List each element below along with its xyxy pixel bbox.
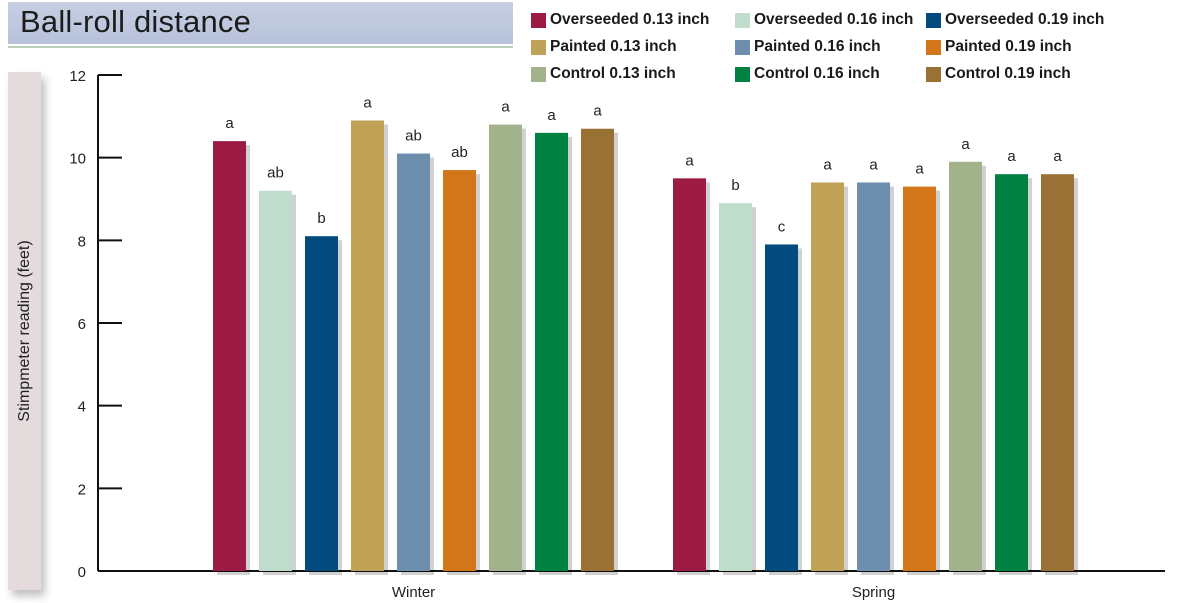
bar-label: a [363,94,372,111]
bar [673,178,706,572]
bar [259,190,292,571]
bar [489,124,522,571]
legend-label: Painted 0.13 inch [550,38,677,55]
bar [213,141,246,571]
legend-swatch [926,39,941,55]
legend-item: Control 0.13 inch [531,64,676,84]
legend-item: Painted 0.16 inch [735,37,881,57]
bar [949,161,982,572]
y-tick-label: 0 [78,564,86,581]
x-category-label: Winter [392,584,435,601]
y-tick-label: 2 [78,481,86,498]
legend-swatch [735,39,750,55]
bar-label: a [547,107,556,124]
legend-item: Overseeded 0.19 inch [926,10,1104,30]
bar [995,174,1028,571]
chart-title: Ball-roll distance [20,4,252,39]
title-rule [8,46,513,48]
y-tick-label: 8 [78,233,86,250]
legend-swatch [531,12,546,28]
legend-label: Control 0.13 inch [550,65,676,82]
legend-swatch [926,12,941,28]
bar-label: a [225,115,234,132]
legend-label: Control 0.16 inch [754,65,880,82]
ylabel-strip [8,72,41,590]
legend-label: Overseeded 0.19 inch [945,11,1105,28]
bar [535,132,568,571]
bar-label: a [593,103,602,120]
x-category-label: Spring [852,584,895,601]
bar [581,128,614,571]
bar [903,186,936,571]
bar-label: a [823,156,832,173]
legend-item: Control 0.19 inch [926,64,1071,84]
bar [857,182,890,571]
bar-label: a [869,156,878,173]
bar [397,153,430,572]
bar-label: ab [405,128,422,145]
legend-item: Painted 0.19 inch [926,37,1072,57]
legend-label: Overseeded 0.13 inch [550,11,710,28]
bar-label: b [731,177,739,194]
legend-label: Painted 0.16 inch [754,38,881,55]
bar-label: a [1053,148,1062,165]
legend-label: Control 0.19 inch [945,65,1071,82]
bar [811,182,844,571]
bar-label: b [317,210,325,227]
bar-label: a [915,161,924,178]
legend-swatch [531,66,546,82]
y-tick-label: 10 [69,151,86,168]
legend-item: Painted 0.13 inch [531,37,677,57]
legend-item: Overseeded 0.16 inch [735,10,913,30]
bar-label: a [961,136,970,153]
bar [305,236,338,571]
legend-item: Overseeded 0.13 inch [531,10,709,30]
legend-swatch [735,12,750,28]
y-tick-label: 4 [78,399,86,416]
legend-item: Control 0.16 inch [735,64,880,84]
bar-label: ab [267,165,284,182]
legend-swatch [926,66,941,82]
bar-label: a [1007,148,1016,165]
bar [443,170,476,572]
y-tick-label: 6 [78,316,86,333]
bar-label: a [501,99,510,116]
bar [719,203,752,571]
bar-label: c [778,218,786,235]
bar-label: a [685,152,694,169]
bar [765,244,798,571]
bar [351,120,384,571]
title-band [8,2,513,44]
bar-label: ab [451,144,468,161]
y-tick-label: 12 [69,68,86,85]
bar [1041,174,1074,571]
legend-label: Overseeded 0.16 inch [754,11,914,28]
legend-swatch [531,39,546,55]
legend-label: Painted 0.19 inch [945,38,1072,55]
legend-swatch [735,66,750,82]
